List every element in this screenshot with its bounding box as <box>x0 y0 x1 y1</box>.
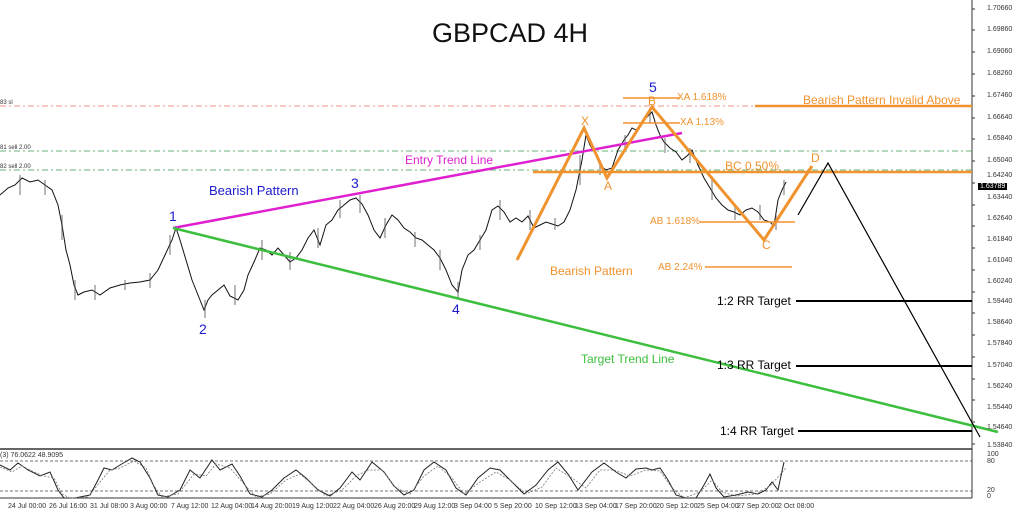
x-tick-label: 26 Aug 20:00 <box>374 503 416 510</box>
y-tick-label: 1.57040 <box>987 362 1013 369</box>
y-tick-label: 1.69860 <box>987 26 1013 33</box>
bearish-pattern-label-orange: Bearish Pattern <box>550 264 633 278</box>
point-d-label: D <box>811 151 820 165</box>
current-price-tag: 1.63789 <box>978 183 1008 190</box>
y-tick-label: 1.60240 <box>987 278 1013 285</box>
sell-order-label-2: 82 sell 2.00 <box>0 164 31 170</box>
x-tick-label: 3 Aug 00:00 <box>130 503 168 510</box>
y-tick-label: 1.70660 <box>987 5 1013 12</box>
x-tick-label: 17 Sep 20:00 <box>615 503 657 510</box>
xa-1618-label: XA 1.618% <box>677 92 727 103</box>
osc-level-label: 20 <box>987 487 995 494</box>
x-tick-label: 12 Aug 04:00 <box>211 503 253 510</box>
oscillator-header: (3) 76.0622 48.9095 <box>0 452 64 459</box>
x-tick-label: 3 Sep 04:00 <box>454 503 492 510</box>
y-tick-label: 1.53840 <box>987 442 1013 449</box>
sell-order-label-1: 81 sell 2.00 <box>0 145 31 151</box>
wave-3-label: 3 <box>351 175 359 191</box>
x-tick-label: 20 Sep 12:00 <box>656 503 698 510</box>
y-axis-ticks <box>972 8 975 445</box>
xa-113-label: XA 1.13% <box>680 117 724 128</box>
y-tick-label: 1.61040 <box>987 257 1013 264</box>
y-tick-label: 1.67460 <box>987 92 1013 99</box>
wave-1-label: 1 <box>169 208 177 224</box>
bc-050-label: BC 0.50% <box>725 159 780 173</box>
y-tick-label: 1.62640 <box>987 215 1013 222</box>
x-tick-label: 2 Oct 08:00 <box>778 503 815 510</box>
osc-level-label: 0 <box>987 493 991 500</box>
x-tick-label: 14 Aug 20:00 <box>251 503 293 510</box>
y-tick-label: 1.69060 <box>987 48 1013 55</box>
y-tick-label: 1.55440 <box>987 404 1013 411</box>
rr-3-target-label: 1:3 RR Target <box>717 358 791 372</box>
entry-trend-line <box>172 131 683 230</box>
point-b-label: B <box>648 94 657 108</box>
ab-1618-label: AB 1.618% <box>650 216 701 227</box>
stop-loss-label: 83 sl <box>0 100 13 106</box>
point-c-label: C <box>762 238 771 252</box>
x-tick-label: 26 Jul 16:00 <box>49 503 88 510</box>
harmonic-pattern-lines <box>515 104 814 261</box>
y-tick-label: 1.59440 <box>987 298 1013 305</box>
x-tick-label: 22 Aug 04:00 <box>333 503 375 510</box>
y-tick-label: 1.65840 <box>987 135 1013 142</box>
x-tick-label: 5 Sep 20:00 <box>494 503 532 510</box>
wave-2-label: 2 <box>199 321 207 337</box>
x-tick-label: 27 Sep 20:00 <box>737 503 779 510</box>
x-tick-label: 7 Aug 12:00 <box>171 503 209 510</box>
point-x-label: X <box>581 114 590 128</box>
y-tick-label: 1.66640 <box>987 114 1013 121</box>
projection-path <box>797 161 981 438</box>
invalid-above-label: Bearish Pattern Invalid Above <box>803 93 961 107</box>
price-candles <box>0 111 787 312</box>
y-tick-label: 1.68260 <box>987 70 1013 77</box>
osc-level-label: 100 <box>987 451 999 458</box>
osc-level-label: 80 <box>987 458 995 465</box>
x-tick-label: 29 Aug 12:00 <box>414 503 456 510</box>
rr-2-target-label: 1:2 RR Target <box>717 294 791 308</box>
candle-wicks <box>19 108 785 318</box>
target-trend-line-label: Target Trend Line <box>581 352 675 366</box>
y-tick-label: 1.54640 <box>987 424 1013 431</box>
ab-224-label: AB 2.24% <box>658 262 703 273</box>
x-tick-label: 25 Sep 04:00 <box>697 503 739 510</box>
x-tick-label: 31 Jul 08:00 <box>90 503 129 510</box>
y-tick-label: 1.63440 <box>987 194 1013 201</box>
y-tick-label: 1.57840 <box>987 340 1013 347</box>
bearish-pattern-label-blue: Bearish Pattern <box>209 183 299 198</box>
y-tick-label: 1.61840 <box>987 236 1013 243</box>
y-tick-label: 1.65040 <box>987 157 1013 164</box>
oscillator-signal-line <box>0 460 787 499</box>
rr-4-target-label: 1:4 RR Target <box>720 424 794 438</box>
point-a-label: A <box>604 179 613 193</box>
y-tick-label: 1.64240 <box>987 172 1013 179</box>
wave-4-label: 4 <box>452 301 460 317</box>
x-tick-label: 24 Jul 00:00 <box>8 503 47 510</box>
x-tick-label: 19 Aug 12:00 <box>292 503 334 510</box>
chart-title: GBPCAD 4H <box>431 18 589 48</box>
y-tick-label: 1.56240 <box>987 383 1013 390</box>
x-tick-label: 13 Sep 04:00 <box>575 503 617 510</box>
x-tick-label: 10 Sep 12:00 <box>535 503 577 510</box>
oscillator-main-line <box>0 457 785 499</box>
entry-trend-line-label: Entry Trend Line <box>405 153 494 167</box>
target-trend-line <box>172 226 999 434</box>
wave-5-label: 5 <box>649 79 657 95</box>
y-tick-label: 1.58640 <box>987 319 1013 326</box>
